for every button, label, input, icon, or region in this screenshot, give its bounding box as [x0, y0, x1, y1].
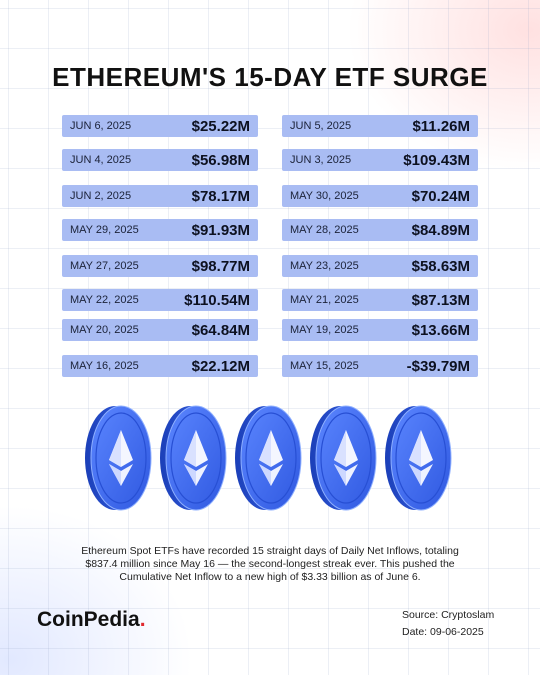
- flow-value: $13.66M: [411, 321, 470, 339]
- flow-date: MAY 16, 2025: [70, 360, 139, 372]
- flow-row: MAY 29, 2025 $91.93M: [62, 219, 258, 241]
- flow-row: MAY 27, 2025 $98.77M: [62, 255, 258, 277]
- description-line: $837.4 million since May 16 — the second…: [85, 558, 455, 570]
- description-line: Cumulative Net Inflow to a new high of $…: [119, 571, 421, 583]
- ethereum-coin-icon: [231, 404, 303, 512]
- flow-row: MAY 28, 2025 $84.89M: [282, 219, 478, 241]
- flow-value: $91.93M: [191, 221, 250, 239]
- ethereum-coin-icon: [381, 404, 453, 512]
- ethereum-coin-icon: [81, 404, 153, 512]
- flow-date: MAY 30, 2025: [290, 190, 359, 202]
- flow-date: JUN 3, 2025: [290, 154, 352, 166]
- flow-date: MAY 23, 2025: [290, 260, 359, 272]
- flow-row: JUN 6, 2025 $25.22M: [62, 115, 258, 137]
- brand-dot: .: [139, 608, 146, 631]
- flow-date: MAY 21, 2025: [290, 294, 359, 306]
- flow-row: MAY 21, 2025 $87.13M: [282, 289, 478, 311]
- flow-row: JUN 4, 2025 $56.98M: [62, 149, 258, 171]
- flow-value: $98.77M: [191, 257, 250, 275]
- flow-value: $25.22M: [191, 117, 250, 135]
- description: Ethereum Spot ETFs have recorded 15 stra…: [60, 545, 480, 584]
- flow-date: MAY 22, 2025: [70, 294, 139, 306]
- flow-row: MAY 22, 2025 $110.54M: [62, 289, 258, 311]
- flow-date: MAY 29, 2025: [70, 224, 139, 236]
- flow-date: MAY 28, 2025: [290, 224, 359, 236]
- flow-date: MAY 27, 2025: [70, 260, 139, 272]
- date-text: Date: 09-06-2025: [402, 626, 484, 638]
- flow-row: MAY 19, 2025 $13.66M: [282, 319, 478, 341]
- flow-row: MAY 30, 2025 $70.24M: [282, 185, 478, 207]
- flow-value: $56.98M: [191, 151, 250, 169]
- flow-value: $70.24M: [411, 187, 470, 205]
- flow-row: MAY 15, 2025 -$39.79M: [282, 355, 478, 377]
- brand-logo: CoinPedia.: [37, 608, 146, 632]
- source-text: Source: Cryptoslam: [402, 609, 495, 621]
- page-title: ETHEREUM'S 15-DAY ETF SURGE: [52, 62, 488, 92]
- flow-row: JUN 3, 2025 $109.43M: [282, 149, 478, 171]
- flow-date: MAY 20, 2025: [70, 324, 139, 336]
- description-line: Ethereum Spot ETFs have recorded 15 stra…: [81, 545, 459, 557]
- flow-value: $58.63M: [411, 257, 470, 275]
- brand-name: CoinPedia: [37, 608, 140, 631]
- flow-value: $109.43M: [403, 151, 470, 169]
- flow-value: -$39.79M: [406, 357, 470, 375]
- source-info: Source: Cryptoslam Date: 09-06-2025: [402, 607, 494, 641]
- flow-value: $22.12M: [191, 357, 250, 375]
- flow-date: MAY 15, 2025: [290, 360, 359, 372]
- flow-value: $11.26M: [412, 117, 470, 135]
- flow-row: MAY 20, 2025 $64.84M: [62, 319, 258, 341]
- ethereum-coin-icon: [306, 404, 378, 512]
- flow-date: JUN 5, 2025: [290, 120, 352, 132]
- flow-row: MAY 16, 2025 $22.12M: [62, 355, 258, 377]
- flow-date: JUN 6, 2025: [70, 120, 132, 132]
- flow-value: $64.84M: [191, 321, 250, 339]
- flow-value: $110.54M: [184, 291, 250, 309]
- flow-value: $87.13M: [411, 291, 470, 309]
- flow-date: MAY 19, 2025: [290, 324, 359, 336]
- flow-row: JUN 2, 2025 $78.17M: [62, 185, 258, 207]
- flow-date: JUN 2, 2025: [70, 190, 132, 202]
- flow-value: $78.17M: [191, 187, 250, 205]
- flow-value: $84.89M: [411, 221, 470, 239]
- flow-row: JUN 5, 2025 $11.26M: [282, 115, 478, 137]
- flow-row: MAY 23, 2025 $58.63M: [282, 255, 478, 277]
- ethereum-coin-icon: [156, 404, 228, 512]
- flow-date: JUN 4, 2025: [70, 154, 132, 166]
